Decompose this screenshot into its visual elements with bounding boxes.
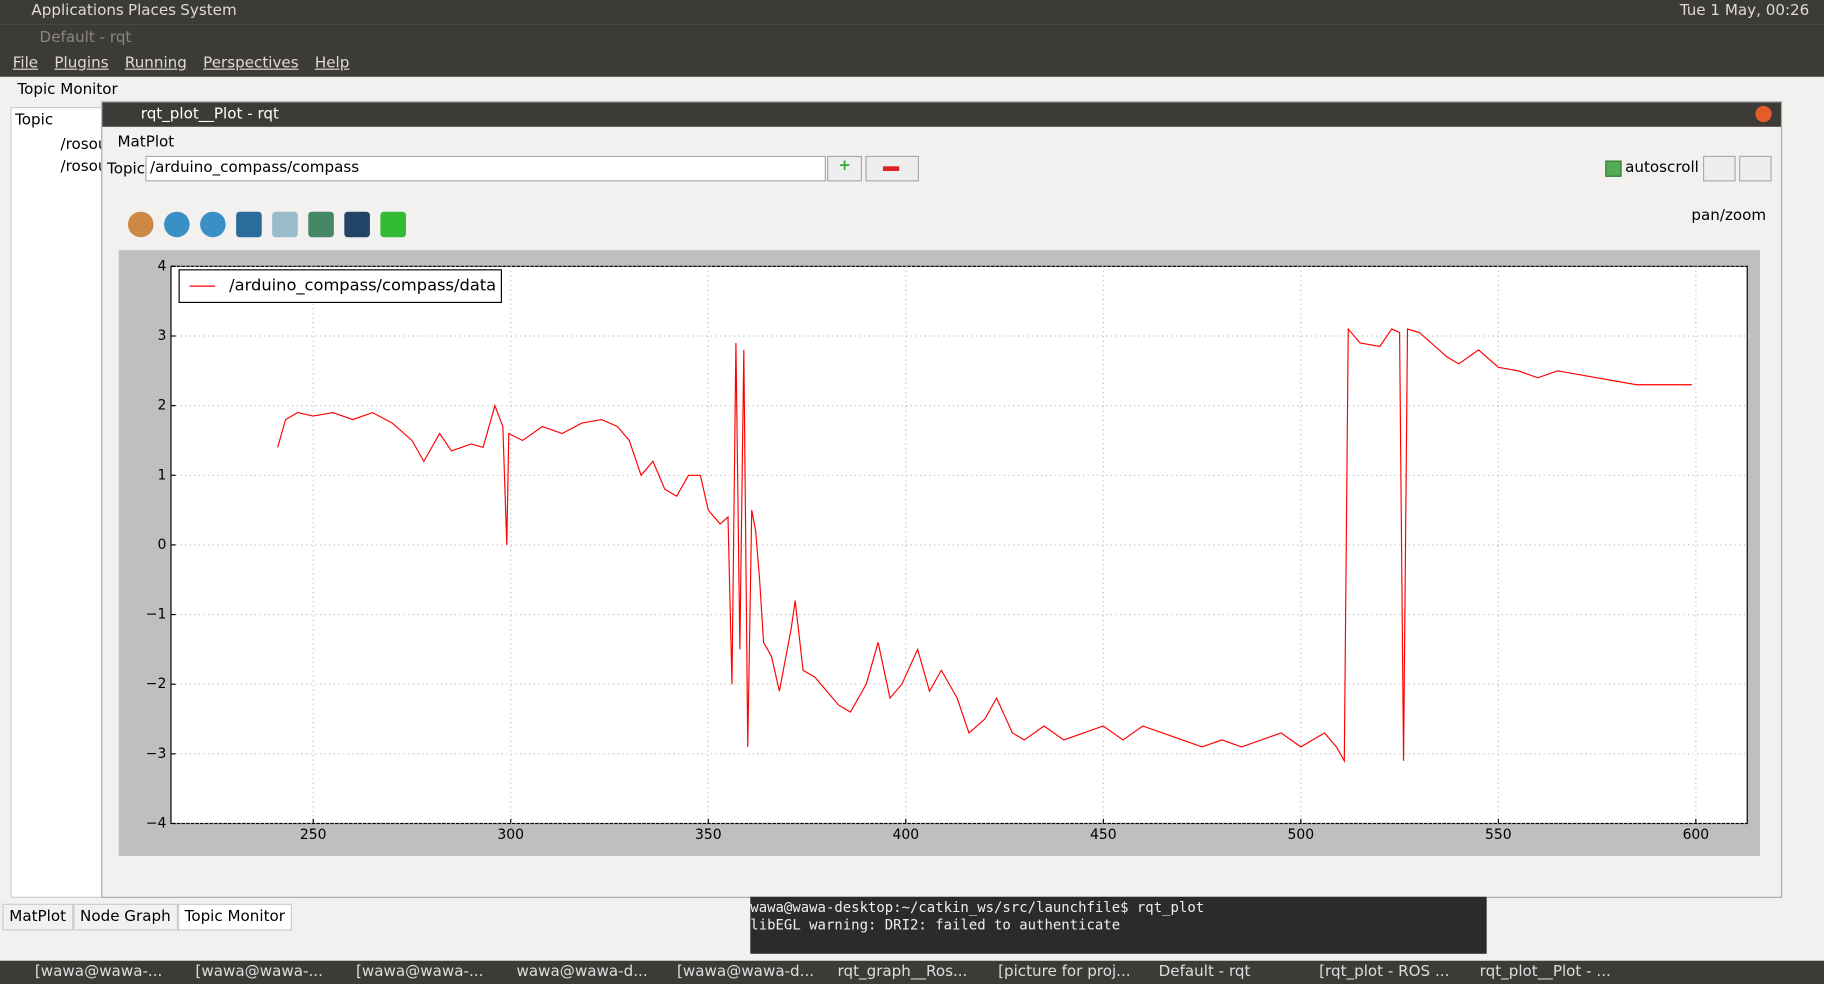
x-tick-label: 450	[1090, 827, 1117, 843]
task-button[interactable]: rqt_graph__Ros...	[837, 963, 968, 981]
plot-titlebar: rqt_plot__Plot - rqt	[102, 102, 1781, 127]
terminal: wawa@wawa-desktop:~/catkin_ws/src/launch…	[750, 896, 1487, 954]
legend-label: /arduino_compass/compass/data	[229, 276, 496, 296]
task-button[interactable]: [wawa@wawa-...	[34, 963, 163, 981]
y-tick-label: −4	[146, 815, 167, 831]
data-line	[277, 327, 1692, 763]
topic-tree: Topic /rosou /rosou	[10, 107, 107, 898]
topic-input[interactable]: /arduino_compass/compass	[145, 155, 826, 182]
y-tick-label: 3	[157, 328, 166, 344]
task-button[interactable]: [wawa@wawa-d...	[677, 963, 815, 981]
tab[interactable]: Topic Monitor	[177, 903, 292, 931]
column-header: Topic	[15, 111, 54, 130]
remove-button[interactable]	[865, 155, 919, 182]
back-button[interactable]	[164, 211, 190, 238]
home-button[interactable]	[127, 211, 154, 238]
close-button[interactable]	[1755, 105, 1772, 123]
menu[interactable]: System	[180, 2, 237, 20]
plugin-title: MatPlot	[117, 133, 175, 152]
tab[interactable]: Node Graph	[73, 903, 178, 931]
axes-background	[170, 265, 1748, 825]
forward-button[interactable]	[200, 211, 226, 238]
menu[interactable]: Places	[127, 2, 177, 20]
task-button[interactable]: [wawa@wawa-...	[355, 963, 484, 981]
menu[interactable]: Applications	[31, 2, 124, 20]
menu-item[interactable]: Help	[314, 54, 350, 73]
topic-label: Topic	[107, 160, 146, 178]
y-tick-label: 2	[157, 398, 166, 414]
x-tick-label: 250	[300, 827, 327, 843]
clear-button[interactable]	[1739, 155, 1772, 182]
toolbar	[127, 211, 416, 242]
tree-row[interactable]: /rosou	[60, 158, 108, 176]
pause-button[interactable]	[1703, 155, 1736, 182]
save-button[interactable]	[344, 211, 370, 238]
legend-box	[178, 269, 502, 303]
y-tick-label: −2	[146, 676, 167, 692]
tab[interactable]: MatPlot	[2, 903, 74, 931]
chart: 250 300 350 400 450 500 550 600 −4 −3 −2 −1 0 1 2 3 4/ar…	[118, 250, 1761, 857]
menu-item[interactable]: Perspectives	[203, 54, 299, 73]
tree-row[interactable]: /rosou	[60, 136, 108, 154]
task-button[interactable]: [picture for proj...	[998, 963, 1131, 981]
y-tick-label: −1	[146, 607, 167, 623]
terminal-line: wawa@wawa-desktop:~/catkin_ws/src/launch…	[750, 899, 1205, 916]
dock-title: Topic Monitor	[17, 81, 118, 99]
x-tick-label: 300	[497, 827, 524, 843]
x-tick-label: 550	[1485, 827, 1512, 843]
add-button[interactable]: +	[827, 155, 862, 182]
y-tick-label: −3	[146, 746, 167, 762]
x-tick-label: 500	[1288, 827, 1315, 843]
task-button[interactable]: Default - rqt	[1158, 963, 1251, 981]
menubar: File Plugins Running Perspectives Help	[13, 55, 366, 72]
y-tick-label: 0	[157, 537, 166, 553]
pan-button[interactable]	[236, 211, 262, 238]
window-title: rqt_plot__Plot - rqt	[140, 105, 279, 124]
autoscroll-label: autoscroll	[1625, 159, 1699, 177]
autoscroll-checkbox[interactable]	[1605, 160, 1622, 177]
edit-button[interactable]	[380, 211, 406, 238]
x-tick-label: 350	[695, 827, 722, 843]
menu-item[interactable]: Running	[124, 54, 187, 73]
tab-bar: MatPlot Node Graph Topic Monitor	[2, 903, 292, 931]
terminal-line: libEGL warning: DRI2: failed to authenti…	[750, 916, 1121, 933]
taskbar: [wawa@wawa-... [wawa@wawa-... [wawa@wawa-.…	[0, 960, 1824, 984]
y-tick-label: 4	[157, 258, 166, 274]
window-header: Default - rqt File Plugins Running Perspect…	[0, 24, 1824, 77]
x-tick-label: 600	[1683, 827, 1710, 843]
zoom-button[interactable]	[272, 211, 298, 238]
menu-item[interactable]: File	[12, 54, 39, 73]
task-button[interactable]: [rqt_plot - ROS ...	[1319, 963, 1450, 981]
x-tick-label: 400	[892, 827, 919, 843]
task-button[interactable]: [wawa@wawa-...	[195, 963, 323, 981]
task-button[interactable]: rqt_plot__Plot - ...	[1479, 963, 1611, 981]
clock[interactable]: Tue 1 May, 00:26	[1679, 2, 1810, 20]
top-panel: Applications Places System Tue 1 May, 00…	[0, 0, 1824, 25]
menu-item[interactable]: Plugins	[54, 54, 109, 73]
mode-label: pan/zoom	[1691, 207, 1767, 225]
y-tick-label: 1	[157, 467, 166, 483]
task-button[interactable]: wawa@wawa-d...	[516, 963, 648, 981]
window-title: Default - rqt	[39, 29, 132, 47]
subplots-button[interactable]	[308, 211, 334, 238]
